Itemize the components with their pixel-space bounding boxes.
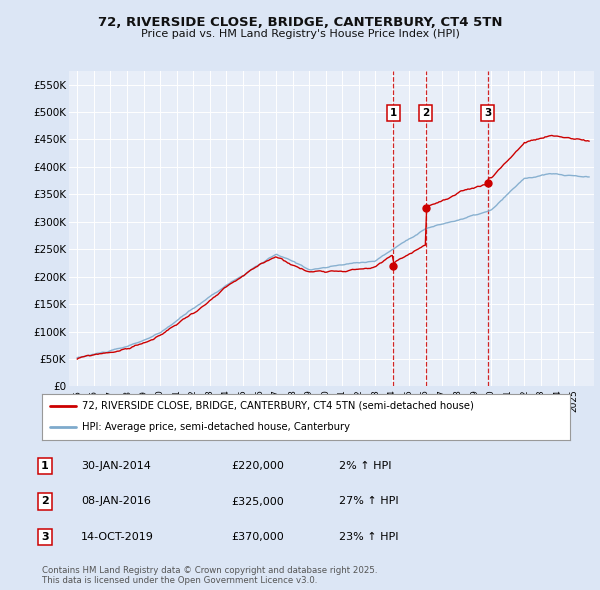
Text: £325,000: £325,000	[231, 497, 284, 506]
Text: £370,000: £370,000	[231, 532, 284, 542]
Text: 72, RIVERSIDE CLOSE, BRIDGE, CANTERBURY, CT4 5TN: 72, RIVERSIDE CLOSE, BRIDGE, CANTERBURY,…	[98, 16, 502, 29]
Text: Price paid vs. HM Land Registry's House Price Index (HPI): Price paid vs. HM Land Registry's House …	[140, 30, 460, 39]
Text: 27% ↑ HPI: 27% ↑ HPI	[339, 497, 398, 506]
Text: 3: 3	[484, 109, 491, 119]
Text: 2% ↑ HPI: 2% ↑ HPI	[339, 461, 391, 471]
Text: 3: 3	[41, 532, 49, 542]
Text: 1: 1	[389, 109, 397, 119]
Text: 23% ↑ HPI: 23% ↑ HPI	[339, 532, 398, 542]
Text: £220,000: £220,000	[231, 461, 284, 471]
Text: Contains HM Land Registry data © Crown copyright and database right 2025.
This d: Contains HM Land Registry data © Crown c…	[42, 566, 377, 585]
Text: 1: 1	[41, 461, 49, 471]
Text: 30-JAN-2014: 30-JAN-2014	[81, 461, 151, 471]
Text: 2: 2	[41, 497, 49, 506]
Text: 2: 2	[422, 109, 429, 119]
Text: 14-OCT-2019: 14-OCT-2019	[81, 532, 154, 542]
Text: 72, RIVERSIDE CLOSE, BRIDGE, CANTERBURY, CT4 5TN (semi-detached house): 72, RIVERSIDE CLOSE, BRIDGE, CANTERBURY,…	[82, 401, 473, 411]
Text: 08-JAN-2016: 08-JAN-2016	[81, 497, 151, 506]
Text: HPI: Average price, semi-detached house, Canterbury: HPI: Average price, semi-detached house,…	[82, 422, 350, 432]
